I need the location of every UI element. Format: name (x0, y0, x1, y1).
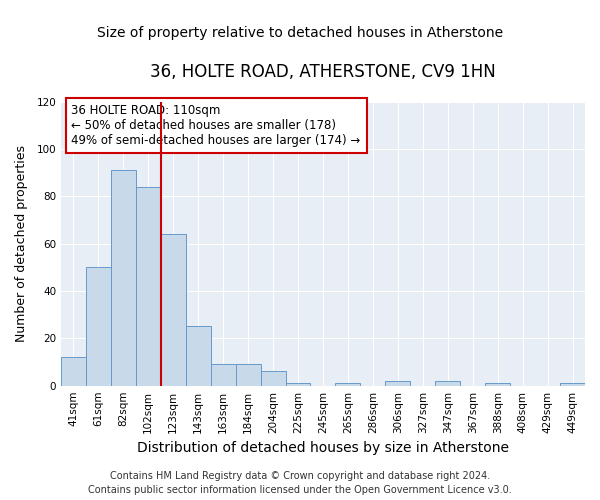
Bar (335, 384, 361, 386)
Bar (86, 268, 111, 386)
Bar (236, 364, 260, 386)
X-axis label: Distribution of detached houses by size in Atherstone: Distribution of detached houses by size … (137, 441, 509, 455)
Bar (286, 384, 310, 386)
Text: Size of property relative to detached houses in Atherstone: Size of property relative to detached ho… (97, 26, 503, 40)
Bar (111, 170, 136, 386)
Y-axis label: Number of detached properties: Number of detached properties (15, 145, 28, 342)
Bar (260, 372, 286, 386)
Bar (186, 326, 211, 386)
Bar (385, 381, 410, 386)
Bar (211, 364, 236, 386)
Bar (61, 358, 86, 386)
Bar (161, 234, 186, 386)
Bar (136, 187, 161, 386)
Bar (560, 384, 585, 386)
Text: Contains HM Land Registry data © Crown copyright and database right 2024.
Contai: Contains HM Land Registry data © Crown c… (88, 471, 512, 495)
Bar (485, 384, 510, 386)
Text: 36 HOLTE ROAD: 110sqm
← 50% of detached houses are smaller (178)
49% of semi-det: 36 HOLTE ROAD: 110sqm ← 50% of detached … (71, 104, 361, 148)
Bar (435, 381, 460, 386)
Title: 36, HOLTE ROAD, ATHERSTONE, CV9 1HN: 36, HOLTE ROAD, ATHERSTONE, CV9 1HN (150, 62, 496, 80)
